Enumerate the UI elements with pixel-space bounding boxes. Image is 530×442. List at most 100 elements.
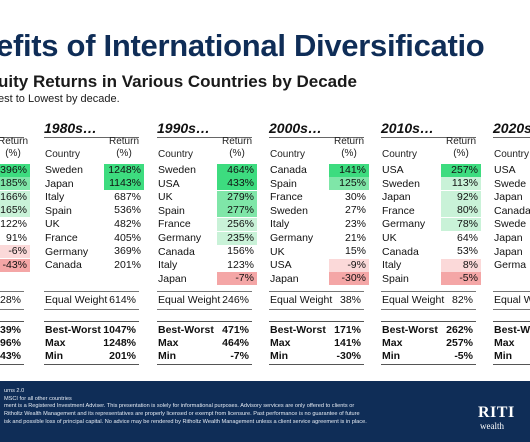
return-cell: 396%: [0, 163, 30, 177]
equal-weight-label: Equal Weight: [270, 294, 333, 306]
country-cell: Germany: [45, 245, 89, 258]
equal-weight-row: Equal Weight 246%: [157, 291, 252, 310]
stat-label: Max: [158, 337, 179, 349]
country-cell: Spain: [270, 177, 297, 190]
sort-note: est to Lowest by decade.: [0, 93, 120, 105]
country-cell: Japan: [494, 191, 523, 204]
country-cell: Japan: [494, 232, 523, 244]
equal-weight-label: Equal Weight: [158, 294, 221, 306]
return-header: Return (%): [333, 136, 364, 159]
stat-value: -43%: [0, 350, 21, 362]
country-cell: Swede: [494, 177, 527, 190]
return-cell: -30%: [329, 272, 369, 286]
stat-label: Min: [494, 350, 513, 362]
return-cell: 91%: [5, 231, 27, 244]
country-cell: Spain: [382, 272, 409, 285]
stat-value: 439%: [0, 324, 21, 336]
country-cell: Germany: [382, 218, 426, 231]
decade-rule: [157, 137, 252, 138]
country-header: Country: [158, 149, 194, 160]
stat-label: Best-W: [494, 324, 530, 336]
equal-weight-value: 82%: [451, 294, 473, 306]
equal-weight-value: 246%: [222, 294, 249, 306]
stat-value: 141%: [334, 337, 361, 349]
country-cell: Italy: [45, 191, 65, 204]
return-cell: 27%: [344, 204, 366, 217]
country-cell: UK: [45, 218, 60, 231]
slide-subtitle: uity Returns in Various Countries by Dec…: [0, 72, 357, 91]
return-cell: 464%: [217, 163, 257, 177]
stat-label: Max: [494, 337, 515, 349]
return-cell: 256%: [217, 217, 257, 231]
country-cell: Canada: [45, 259, 82, 272]
return-cell: 279%: [217, 190, 257, 204]
return-header: Return (%): [108, 136, 139, 159]
equal-weight-value: 614%: [109, 294, 136, 306]
return-cell: 141%: [329, 163, 369, 177]
equal-weight-label: Equal Weight: [382, 294, 445, 306]
country-cell: USA: [158, 177, 180, 190]
stat-value: -5%: [454, 350, 473, 362]
country-cell: UK: [270, 245, 285, 258]
return-cell: 257%: [441, 163, 481, 177]
return-cell: 92%: [441, 190, 481, 204]
footer-bar: urns 2.0 MSCI for all other countries ment…: [0, 381, 530, 442]
stat-value: 396%: [0, 337, 21, 349]
stat-value: 464%: [222, 337, 249, 349]
decade-rule: [0, 137, 24, 138]
stat-label: Min: [158, 350, 177, 362]
return-cell: 277%: [217, 204, 257, 218]
country-cell: France: [270, 191, 303, 204]
decade-title: 1980s…: [44, 120, 97, 136]
country-cell: UK: [158, 191, 173, 204]
stats-block: Best-W Max Min: [493, 321, 530, 365]
return-cell: 536%: [114, 204, 141, 217]
stats-block: 439%396%-43%: [0, 321, 24, 365]
return-header: Return (%): [0, 136, 28, 159]
stat-value: -7%: [230, 350, 249, 362]
equal-weight-row: Equal Weight 82%: [381, 291, 476, 310]
equal-weight-label: Equal Weight: [45, 294, 108, 306]
stat-value: -30%: [336, 350, 361, 362]
country-cell: France: [158, 218, 191, 231]
country-cell: Japan: [494, 245, 523, 258]
stat-label: Max: [270, 337, 291, 349]
return-cell: -43%: [0, 258, 30, 272]
country-cell: Sweden: [45, 164, 83, 176]
decade-title: 2000s…: [269, 120, 322, 136]
country-cell: Germany: [270, 232, 314, 244]
stat-label: Max: [382, 337, 403, 349]
stat-value: 171%: [334, 324, 361, 336]
return-cell: 433%: [217, 177, 257, 191]
country-cell: USA: [494, 164, 516, 176]
country-cell: Japan: [158, 272, 187, 285]
country-cell: Japan: [382, 191, 411, 204]
decade-rule: [493, 137, 530, 138]
stat-label: Best-Worst: [382, 324, 438, 336]
equal-weight-row: 128%: [0, 291, 24, 310]
country-cell: Swede: [494, 218, 527, 231]
footer-disclaimer-line: ment is a Registered Investment Adviser.…: [4, 403, 355, 409]
return-cell: 122%: [0, 217, 27, 230]
country-cell: Canada: [158, 245, 195, 258]
return-cell: -9%: [329, 258, 369, 272]
stat-label: Max: [45, 337, 66, 349]
decade-title: 2010s…: [381, 120, 434, 136]
return-cell: 201%: [114, 258, 141, 271]
stat-label: Min: [382, 350, 401, 362]
country-header: Country: [382, 149, 418, 160]
country-cell: USA: [270, 259, 292, 272]
return-cell: 156%: [227, 245, 254, 258]
return-cell: 482%: [114, 217, 141, 230]
brand-logo: RITI: [478, 404, 515, 421]
return-cell: 123%: [227, 258, 254, 271]
stats-block: Best-Worst 471% Max 464% Min -7%: [157, 321, 252, 365]
return-cell: 113%: [441, 177, 481, 191]
country-cell: France: [45, 232, 78, 244]
equal-weight-value: 38%: [339, 294, 361, 306]
return-cell: 125%: [329, 177, 369, 191]
return-cell: -5%: [441, 272, 481, 286]
stat-label: Min: [270, 350, 289, 362]
return-cell: 53%: [456, 245, 478, 258]
return-cell: 78%: [441, 217, 481, 231]
